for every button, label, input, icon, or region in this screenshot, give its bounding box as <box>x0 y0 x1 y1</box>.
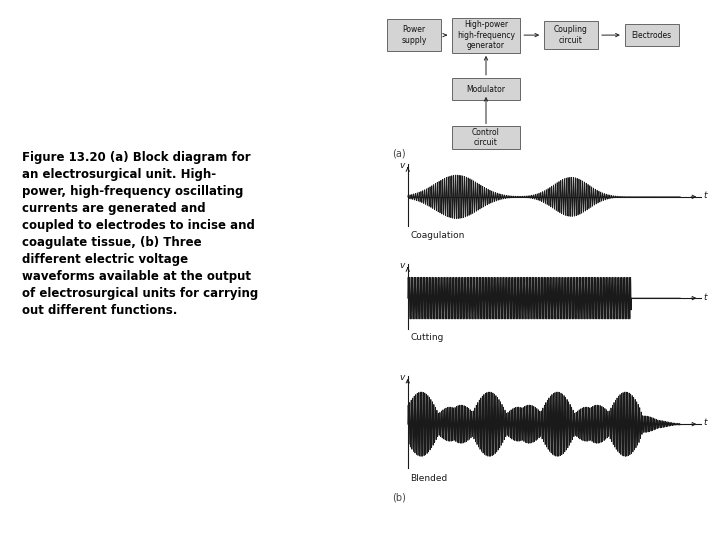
Text: t: t <box>703 191 707 200</box>
FancyBboxPatch shape <box>544 21 598 49</box>
Text: t: t <box>703 293 707 301</box>
FancyBboxPatch shape <box>452 17 521 52</box>
FancyBboxPatch shape <box>452 126 521 149</box>
Text: Electrodes: Electrodes <box>631 31 672 39</box>
FancyBboxPatch shape <box>387 19 441 51</box>
Text: Figure 13.20 (a) Block diagram for
an electrosurgical unit. High-
power, high-fr: Figure 13.20 (a) Block diagram for an el… <box>22 151 258 317</box>
Text: Modulator: Modulator <box>467 85 505 93</box>
Text: Coagulation: Coagulation <box>410 231 465 240</box>
Text: High-power
high-frequency
generator: High-power high-frequency generator <box>457 20 515 50</box>
Text: Coupling
circuit: Coupling circuit <box>554 25 588 45</box>
Text: (b): (b) <box>392 492 406 502</box>
Text: Blended: Blended <box>410 474 448 483</box>
FancyBboxPatch shape <box>625 24 679 46</box>
Text: Cutting: Cutting <box>410 333 444 342</box>
Text: v: v <box>400 261 405 270</box>
Text: Control
circuit: Control circuit <box>472 128 500 147</box>
Text: v: v <box>400 161 405 170</box>
Text: Power
supply: Power supply <box>401 25 427 45</box>
Text: t: t <box>703 418 707 427</box>
Text: (a): (a) <box>392 148 406 159</box>
FancyBboxPatch shape <box>452 78 521 100</box>
Text: v: v <box>400 373 405 382</box>
